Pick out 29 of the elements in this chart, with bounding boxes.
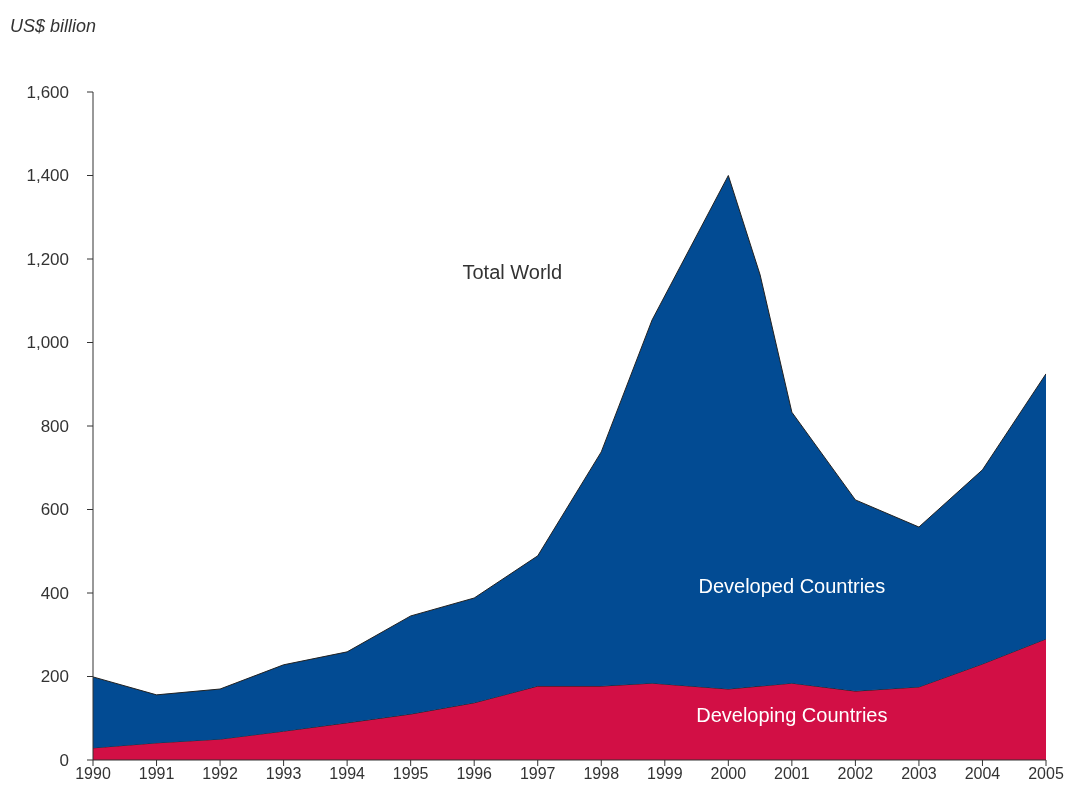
series-label: Developing Countries: [696, 704, 888, 727]
annotation: Total World: [462, 261, 563, 283]
x-tick-label: 1996: [456, 765, 493, 783]
y-tick-label: 1,600: [26, 82, 69, 102]
x-tick-label: 1991: [138, 765, 175, 783]
x-tick-label: 1993: [265, 765, 302, 783]
x-tick-label: 2000: [710, 765, 747, 783]
y-tick-label: 0: [59, 750, 69, 770]
x-tick-label: 2004: [964, 765, 1001, 783]
y-tick-label: 200: [40, 667, 69, 687]
x-tick-label: 1995: [392, 765, 429, 783]
x-tick-label: 2005: [1028, 765, 1064, 783]
x-tick-label: 1997: [519, 765, 556, 783]
y-tick-label: 400: [40, 583, 69, 603]
x-tick-label: 1992: [202, 765, 238, 783]
y-tick-label: 1,200: [26, 249, 69, 269]
x-tick-label: 1990: [75, 765, 111, 783]
x-tick-label: 1994: [329, 765, 366, 783]
x-tick-label: 1999: [647, 765, 683, 783]
x-tick-label: 2001: [774, 765, 810, 783]
y-tick-label: 1,400: [26, 166, 69, 186]
x-tick-label: 1998: [583, 765, 620, 783]
y-tick-label: 800: [40, 416, 69, 436]
y-tick-label: 1,000: [26, 333, 69, 353]
x-tick-label: 2003: [901, 765, 937, 783]
y-tick-label: 600: [40, 500, 69, 520]
x-tick-label: 2002: [837, 765, 874, 783]
y-axis-title: US$ billion: [10, 16, 97, 36]
series-label: Developed Countries: [698, 575, 886, 597]
